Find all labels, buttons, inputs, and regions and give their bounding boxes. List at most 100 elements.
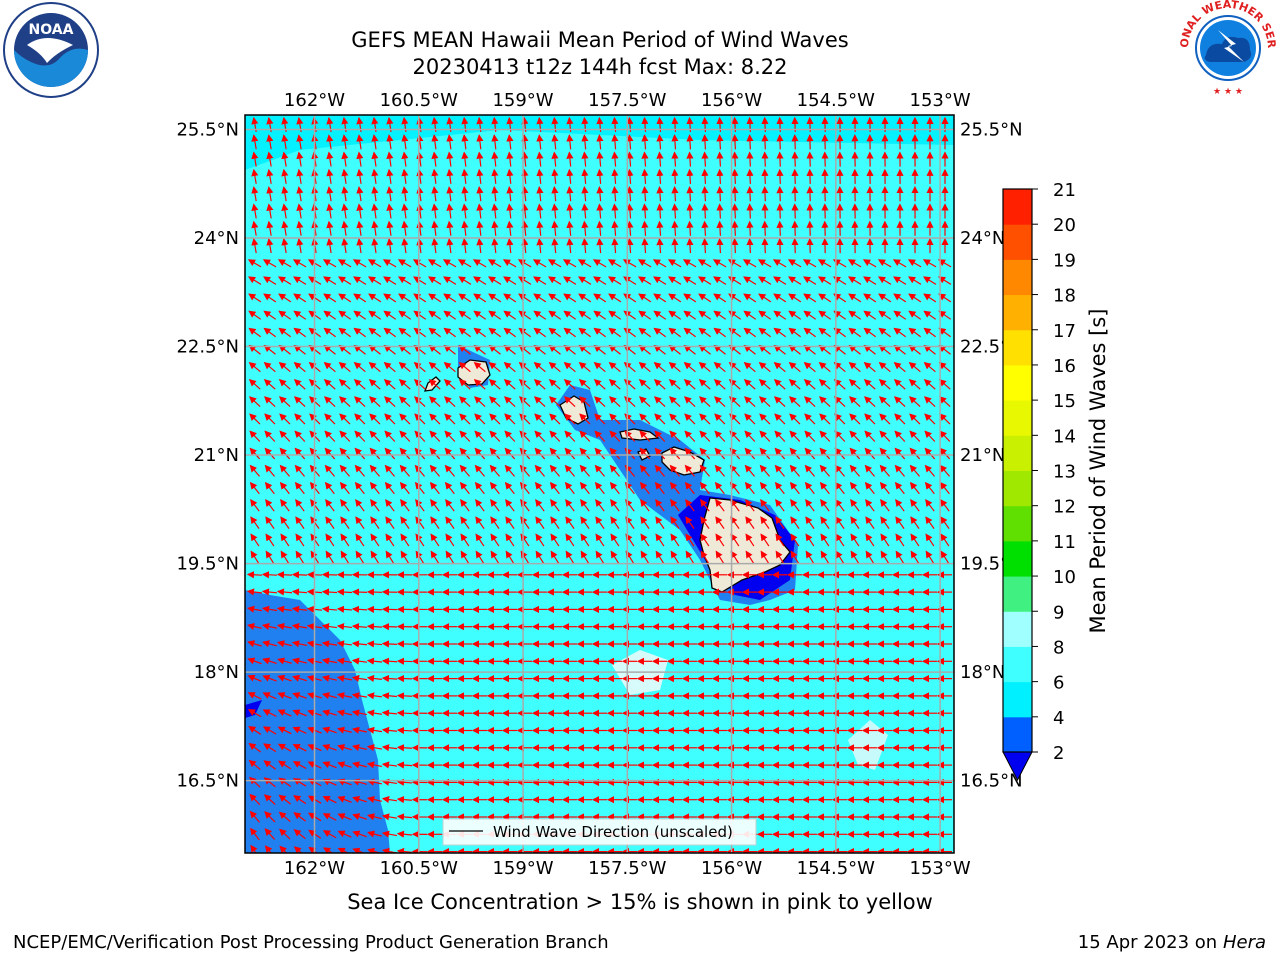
- wind-wave-arrow: [668, 379, 681, 390]
- wind-wave-arrow: [746, 237, 754, 254]
- wind-wave-arrow: [353, 361, 366, 373]
- wind-wave-arrow: [266, 134, 274, 150]
- wind-wave-arrow: [773, 361, 786, 373]
- wind-wave-arrow: [264, 396, 276, 408]
- wind-wave-arrow: [536, 134, 544, 150]
- wind-wave-arrow: [938, 293, 952, 303]
- wind-wave-arrow: [338, 327, 351, 338]
- wind-wave-arrow: [548, 310, 562, 320]
- wind-wave-arrow: [743, 293, 757, 303]
- wind-wave-arrow: [818, 327, 831, 338]
- wind-wave-arrow: [428, 361, 441, 373]
- lon-label-top: 162°W: [284, 90, 345, 111]
- wind-wave-arrow: [638, 293, 652, 303]
- wind-wave-arrow: [878, 361, 891, 373]
- wind-wave-arrow: [668, 327, 681, 338]
- colorbar-tick-label: 13: [1053, 462, 1076, 483]
- wind-wave-arrow: [579, 396, 591, 408]
- wind-wave-arrow: [396, 674, 413, 683]
- wind-wave-arrow: [668, 293, 682, 303]
- wind-wave-arrow: [581, 151, 589, 167]
- wind-wave-arrow: [476, 220, 484, 236]
- wind-wave-arrow: [383, 293, 397, 303]
- wind-wave-arrow: [476, 203, 484, 219]
- wind-wave-arrow: [758, 310, 772, 320]
- wind-wave-arrow: [668, 310, 682, 320]
- wind-wave-arrow: [382, 259, 397, 268]
- wind-wave-arrow: [564, 396, 576, 408]
- wind-wave-arrow: [551, 203, 559, 219]
- wind-wave-arrow: [716, 203, 724, 219]
- wind-wave-arrow: [396, 726, 413, 735]
- wind-wave-arrow: [326, 134, 334, 150]
- lat-label-left: 22.5°N: [176, 337, 239, 358]
- wind-wave-arrow: [593, 293, 607, 303]
- legend-label: Wind Wave Direction (unscaled): [493, 823, 733, 841]
- wind-wave-arrow: [817, 259, 832, 268]
- wind-wave-arrow: [461, 151, 469, 167]
- wind-wave-arrow: [506, 134, 514, 150]
- wind-wave-arrow: [776, 168, 784, 184]
- wind-wave-arrow: [656, 151, 664, 167]
- wind-wave-arrow: [548, 327, 561, 338]
- wind-wave-arrow: [593, 379, 606, 390]
- wind-wave-arrow: [248, 327, 261, 338]
- wind-wave-arrow: [776, 151, 784, 167]
- wind-wave-arrow: [397, 259, 412, 268]
- colorbar-segment: [1003, 646, 1032, 683]
- wind-wave-arrow: [338, 379, 351, 390]
- lat-label-left: 19.5°N: [176, 554, 239, 575]
- chart-title: GEFS MEAN Hawaii Mean Period of Wind Wav…: [351, 28, 849, 52]
- wind-wave-arrow: [626, 186, 634, 202]
- colorbar-segment: [1003, 470, 1032, 507]
- wind-wave-arrow: [893, 361, 906, 373]
- wind-wave-arrow: [653, 379, 666, 390]
- wind-wave-arrow: [698, 293, 712, 303]
- wind-wave-arrow: [263, 310, 277, 320]
- wind-wave-arrow: [458, 293, 472, 303]
- wind-wave-arrow: [266, 203, 274, 219]
- wind-wave-arrow: [563, 310, 577, 320]
- wind-wave-arrow: [731, 203, 739, 219]
- wind-wave-arrow: [247, 259, 262, 268]
- wind-wave-arrow: [461, 186, 469, 202]
- colorbar-segment: [1003, 329, 1032, 366]
- wind-wave-arrow: [503, 361, 516, 373]
- wind-wave-arrow: [701, 203, 709, 219]
- wind-wave-arrow: [368, 379, 381, 390]
- wind-wave-arrow: [623, 327, 636, 338]
- wind-wave-arrow: [626, 134, 634, 150]
- wind-wave-arrow: [578, 276, 592, 285]
- wind-wave-arrow: [683, 310, 697, 320]
- wind-wave-arrow: [671, 237, 679, 254]
- wind-wave-arrow: [863, 293, 877, 303]
- wind-wave-arrow: [413, 327, 426, 338]
- wind-wave-arrow: [431, 134, 439, 150]
- wind-wave-arrow: [371, 168, 379, 184]
- wind-wave-arrow: [356, 220, 364, 236]
- wind-wave-arrow: [491, 151, 499, 167]
- wind-wave-arrow: [278, 293, 292, 303]
- wind-wave-arrow: [263, 276, 277, 285]
- wind-wave-arrow: [491, 168, 499, 184]
- wind-wave-arrow: [413, 276, 427, 285]
- lon-label-bottom: 159°W: [492, 858, 553, 879]
- wind-wave-arrow: [746, 151, 754, 167]
- wind-wave-arrow: [398, 293, 412, 303]
- wind-wave-arrow: [819, 396, 831, 408]
- wind-wave-arrow: [578, 293, 592, 303]
- wind-wave-arrow: [446, 186, 454, 202]
- wind-wave-arrow: [458, 310, 472, 320]
- wind-wave-arrow: [611, 237, 619, 254]
- wind-wave-arrow: [563, 327, 576, 338]
- wind-wave-arrow: [818, 379, 831, 390]
- wind-wave-arrow: [671, 168, 679, 184]
- wind-wave-arrow: [758, 327, 771, 338]
- wind-wave-arrow: [293, 327, 306, 338]
- wind-wave-arrow: [716, 237, 724, 254]
- wind-wave-arrow: [323, 310, 337, 320]
- wind-wave-arrow: [401, 168, 409, 184]
- wind-wave-arrow: [401, 220, 409, 236]
- wind-wave-arrow: [596, 168, 604, 184]
- wind-wave-arrow: [431, 220, 439, 236]
